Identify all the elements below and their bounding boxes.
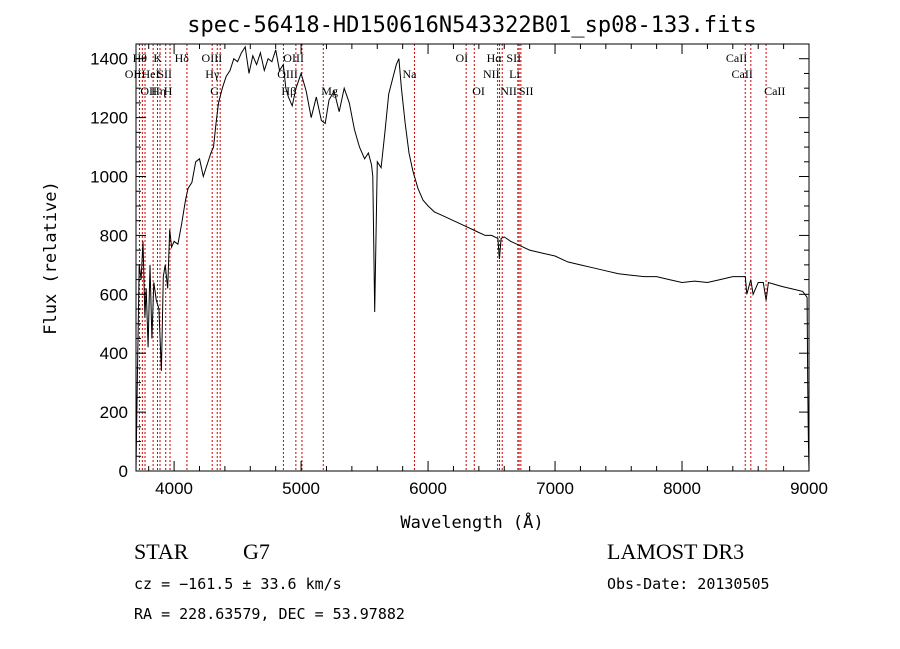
line-label: OI — [472, 84, 485, 98]
line-label: H — [164, 84, 173, 98]
survey-name: LAMOST DR3 — [607, 539, 744, 564]
line-label: Hδ — [175, 51, 190, 65]
line-label: OII — [125, 67, 142, 81]
line-label: OIII — [277, 67, 298, 81]
line-label: HeI — [141, 67, 159, 81]
x-tick-label: 9000 — [790, 479, 828, 498]
x-tick-label: 6000 — [409, 479, 447, 498]
object-subclass: G7 — [243, 539, 270, 564]
line-label: SII — [157, 67, 172, 81]
y-tick-label: 200 — [100, 403, 128, 422]
x-axis-ticks: 4000 5000 6000 7000 8000 9000 — [148, 44, 828, 498]
spectral-line-labels: OIIOIIHθHηHeIKHSIIHδGHγOIIIHβOIIIOIIIMgN… — [125, 51, 786, 98]
y-axis-ticks: 0 200 400 600 800 1000 1200 1400 — [90, 43, 809, 481]
line-label: OI — [455, 51, 468, 65]
redshift-cz: cz = −161.5 ± 33.6 km/s — [134, 575, 342, 593]
line-label: OIII — [202, 51, 223, 65]
line-label: OIII — [283, 51, 304, 65]
line-label: Hβ — [281, 84, 296, 98]
line-label: CaII — [726, 51, 747, 65]
line-label: Mg — [321, 84, 338, 98]
chart-title: spec-56418-HD150616N543322B01_sp08-133.f… — [187, 13, 757, 38]
x-axis-label: Wavelength (Å) — [400, 511, 543, 533]
y-tick-label: 0 — [119, 462, 128, 481]
y-axis-label: Flux (relative) — [41, 181, 61, 335]
x-tick-label: 7000 — [536, 479, 574, 498]
x-tick-label: 5000 — [282, 479, 320, 498]
line-label: CaII — [732, 67, 753, 81]
plot-frame — [135, 43, 810, 472]
x-tick-label: 4000 — [155, 479, 193, 498]
line-label: Hγ — [205, 67, 220, 81]
y-tick-label: 400 — [100, 344, 128, 363]
object-class: STAR — [134, 539, 189, 564]
line-label: Na — [402, 67, 417, 81]
line-label: Hα — [487, 51, 503, 65]
line-label: Hθ — [133, 51, 148, 65]
observation-date: Obs-Date: 20130505 — [607, 575, 770, 593]
line-label: K — [153, 51, 162, 65]
spectrum-line — [135, 45, 810, 472]
x-tick-label: 8000 — [663, 479, 701, 498]
y-tick-label: 1200 — [90, 109, 128, 128]
y-tick-label: 600 — [100, 285, 128, 304]
line-label: Li — [509, 67, 520, 81]
line-label: OII — [140, 84, 157, 98]
line-label: CaII — [764, 84, 785, 98]
y-tick-label: 800 — [100, 226, 128, 245]
y-tick-label: 1400 — [90, 50, 128, 69]
y-tick-label: 1000 — [90, 168, 128, 187]
line-label: G — [210, 84, 219, 98]
line-label: NII — [483, 67, 500, 81]
line-label: NII — [500, 84, 517, 98]
coordinates: RA = 228.63579, DEC = 53.97882 — [134, 605, 405, 623]
line-label: SII — [506, 51, 521, 65]
line-label: SII — [519, 84, 534, 98]
line-label: Hη — [151, 84, 166, 98]
spectral-line-markers — [138, 44, 767, 471]
